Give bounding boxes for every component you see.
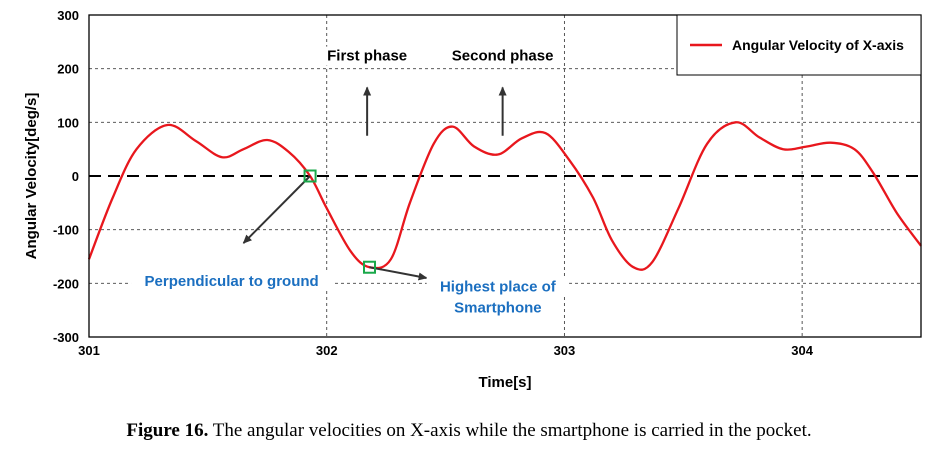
series-layer: [87, 121, 922, 271]
annotations: First phase Second phase Perpendicular to …: [131, 46, 570, 318]
x-axis-label: Time[s]: [478, 374, 531, 391]
annotation-backdrop: [131, 272, 333, 292]
annotation-marker: [363, 260, 377, 274]
series-line: [87, 121, 922, 271]
legend: Angular Velocity of X-axis: [676, 14, 922, 76]
legend-label: Angular Velocity of X-axis: [732, 37, 904, 53]
y-tick-label: 300: [57, 8, 79, 23]
figure-caption: Figure 16. The angular velocities on X-a…: [0, 420, 938, 442]
annotation-backdrop: [316, 46, 418, 66]
plot-frame: [88, 14, 922, 338]
y-tick-label: -200: [53, 276, 79, 291]
annotation-arrow: [369, 266, 428, 281]
x-tick-label: 301: [78, 343, 100, 358]
annotation-label: First phase: [327, 48, 407, 65]
y-tick-label: 200: [57, 62, 79, 77]
x-tick-label: 303: [554, 343, 576, 358]
y-axis-label: Angular Velocity[deg/s]: [23, 93, 40, 260]
caption-text: The angular velocities on X-axis while t…: [208, 420, 812, 441]
annotation-label: Highest place of: [440, 278, 557, 295]
y-tick-label: -300: [53, 330, 79, 345]
annotation-backdrop: [451, 298, 544, 318]
annotation-label: Smartphone: [454, 299, 542, 316]
y-tick-label: 0: [72, 169, 79, 184]
annotation-label: Second phase: [452, 48, 554, 65]
x-tick-label: 302: [316, 343, 338, 358]
x-tick-label: 304: [791, 343, 813, 358]
y-tick-label: 100: [57, 115, 79, 130]
y-tick-labels: 300 200 100 0 -100 -200 -300: [53, 8, 79, 345]
annotation-label: Perpendicular to ground: [145, 273, 319, 290]
annotation-backdrop: [426, 277, 570, 297]
y-tick-label: -100: [53, 223, 79, 238]
annotation-arrow: [242, 175, 311, 244]
x-tick-labels: 301 302 303 304: [78, 343, 814, 358]
annotation-marker: [303, 169, 317, 183]
caption-label: Figure 16.: [126, 420, 209, 441]
chart: 300 200 100 0 -100 -200 -300 301 302 303 304 Time…: [23, 8, 922, 391]
annotation-backdrop: [448, 46, 558, 66]
